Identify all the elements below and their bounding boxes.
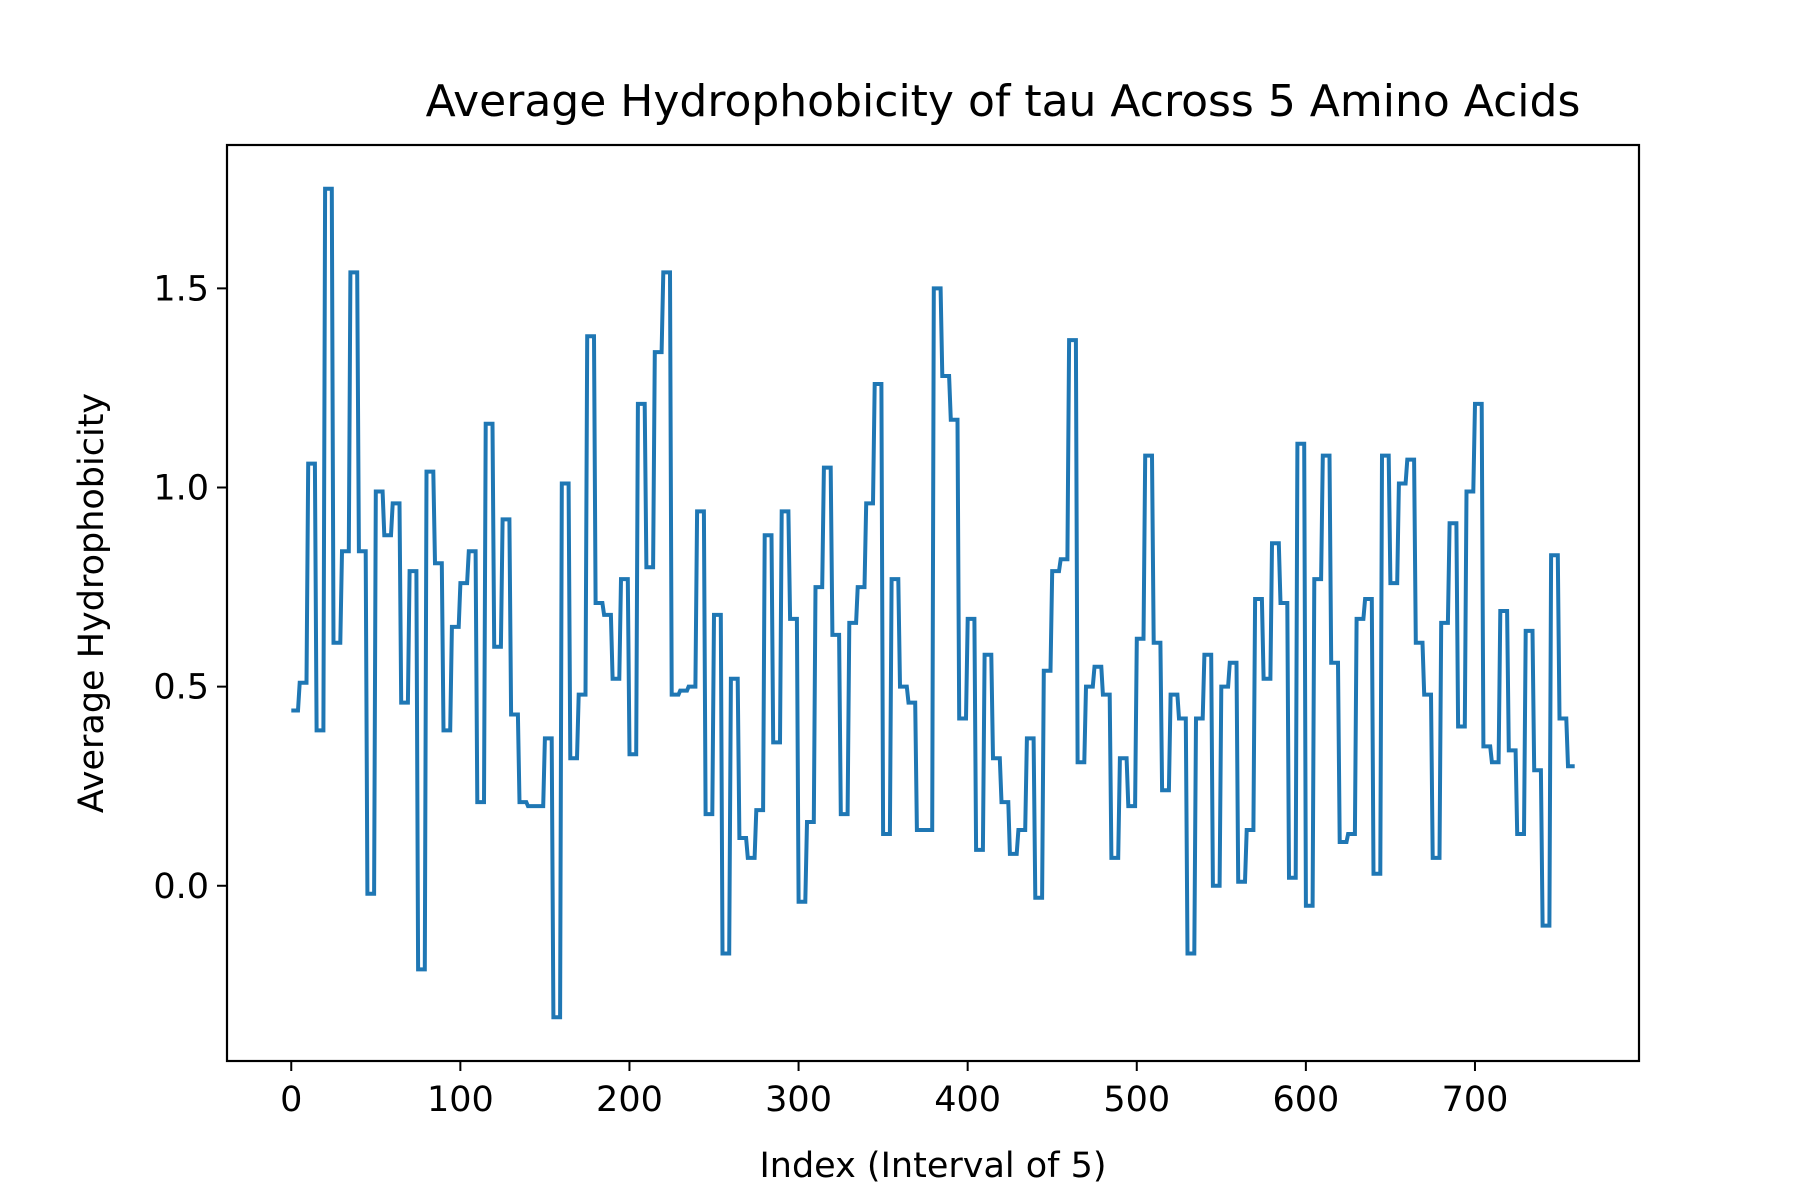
x-tick-label: 400 bbox=[934, 1080, 1001, 1120]
x-tick-label: 0 bbox=[280, 1080, 302, 1120]
plot-frame bbox=[225, 143, 1641, 1063]
chart-title: Average Hydrophobicity of tau Across 5 A… bbox=[426, 76, 1581, 127]
x-tick-label: 200 bbox=[596, 1080, 663, 1120]
y-axis-label: Average Hydrophobicity bbox=[72, 393, 112, 813]
y-tick-label: 0.0 bbox=[153, 867, 209, 907]
y-tick-label: 1.0 bbox=[153, 469, 209, 509]
x-tick-label: 100 bbox=[427, 1080, 494, 1120]
y-tick-label: 1.5 bbox=[153, 269, 209, 309]
y-axis: 0.0 0.5 1.0 1.5 bbox=[153, 269, 227, 907]
y-tick-label: 0.5 bbox=[153, 668, 209, 708]
x-tick-label: 700 bbox=[1442, 1080, 1509, 1120]
x-tick-label: 500 bbox=[1103, 1080, 1170, 1120]
x-tick-label: 600 bbox=[1272, 1080, 1339, 1120]
series-line bbox=[291, 186, 1575, 1020]
x-tick-label: 300 bbox=[765, 1080, 832, 1120]
x-axis-label: Index (Interval of 5) bbox=[759, 1146, 1106, 1186]
x-axis: 0 100 200 300 400 500 600 700 bbox=[280, 1061, 1508, 1120]
